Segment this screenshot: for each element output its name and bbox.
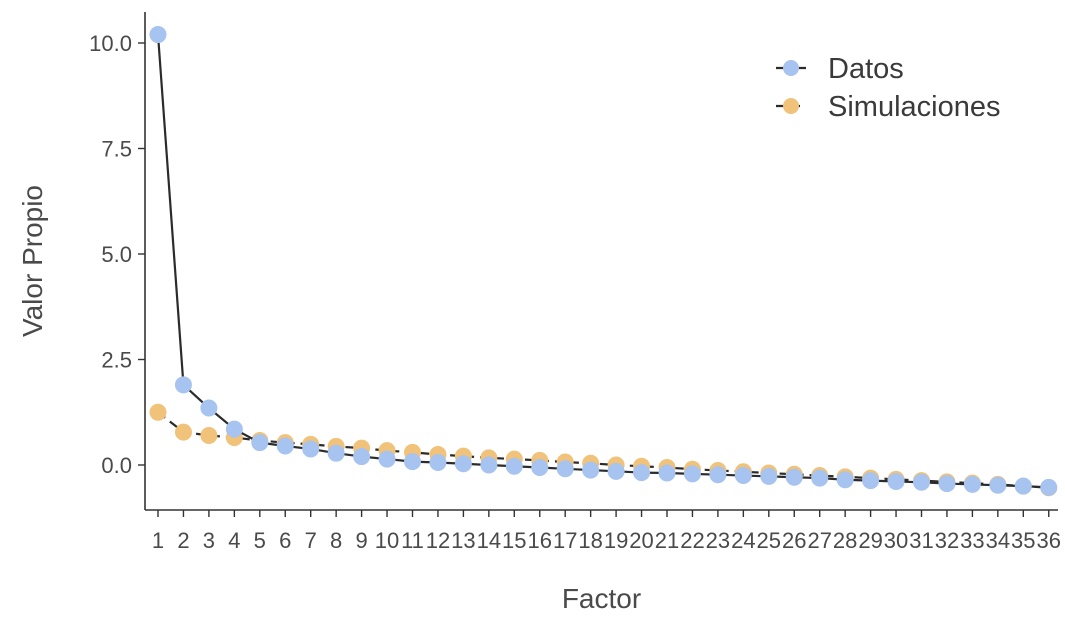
data-point xyxy=(785,468,803,486)
legend-marker xyxy=(783,98,799,114)
series-layer xyxy=(149,26,1058,497)
data-point xyxy=(353,448,371,466)
x-tick-label: 25 xyxy=(757,528,781,553)
x-tick-label: 1 xyxy=(152,528,164,553)
x-tick-label: 29 xyxy=(858,528,882,553)
x-tick-label: 23 xyxy=(706,528,730,553)
x-tick-label: 17 xyxy=(553,528,577,553)
data-point xyxy=(1014,477,1032,495)
x-tick-label: 19 xyxy=(604,528,628,553)
data-point xyxy=(913,473,930,491)
data-point xyxy=(174,376,192,394)
data-point xyxy=(404,453,421,471)
legend-item: Simulaciones xyxy=(776,91,1000,123)
legend-marker xyxy=(783,60,799,76)
x-tick-label: 35 xyxy=(1011,528,1035,553)
x-tick-label: 28 xyxy=(833,528,857,553)
data-point xyxy=(938,475,956,493)
x-tick-label: 32 xyxy=(935,528,959,553)
x-tick-label: 16 xyxy=(528,528,552,553)
x-tick-label: 18 xyxy=(578,528,602,553)
legend-label: Simulaciones xyxy=(828,91,1000,123)
data-point xyxy=(505,457,523,475)
data-point xyxy=(200,399,218,417)
x-tick-label: 6 xyxy=(279,528,291,553)
axes: 0.02.55.07.510.01 2 3 4 5 6 7 8 9 10 11 12 13 14 15 16 1… xyxy=(89,12,1061,553)
x-tick-label: 31 xyxy=(909,528,933,553)
y-tick-label: 7.5 xyxy=(101,137,132,162)
x-tick-label: 30 xyxy=(884,528,908,553)
x-tick-label: 27 xyxy=(807,528,831,553)
data-point xyxy=(989,476,1007,494)
x-tick-label: 10 xyxy=(375,528,399,553)
data-point xyxy=(276,437,294,455)
data-point xyxy=(887,472,905,490)
data-point xyxy=(658,464,676,482)
x-tick-label: 4 xyxy=(228,528,240,553)
x-tick-label: 3 xyxy=(203,528,215,553)
x-tick-label: 5 xyxy=(254,528,266,553)
data-point xyxy=(251,434,269,452)
x-tick-label: 11 xyxy=(401,528,424,553)
x-tick-label: 33 xyxy=(960,528,984,553)
data-point xyxy=(429,453,447,471)
data-point xyxy=(963,475,981,493)
data-point xyxy=(200,426,218,444)
y-tick-label: 5.0 xyxy=(101,242,132,267)
x-tick-label: 7 xyxy=(305,528,317,553)
data-point xyxy=(454,455,472,473)
data-point xyxy=(556,460,574,478)
data-point xyxy=(582,461,600,479)
legend-item: Datos xyxy=(776,53,904,85)
data-point xyxy=(378,450,396,468)
data-point xyxy=(760,467,778,485)
y-axis-title: Valor Propio xyxy=(17,185,48,337)
x-tick-label: 8 xyxy=(330,528,342,553)
x-tick-label: 14 xyxy=(477,528,501,553)
x-tick-label: 20 xyxy=(629,528,653,553)
data-point xyxy=(531,459,549,477)
x-tick-label: 24 xyxy=(731,528,755,553)
data-point xyxy=(811,469,829,487)
data-point xyxy=(862,472,880,490)
y-tick-label: 10.0 xyxy=(89,31,132,56)
data-point xyxy=(607,462,625,480)
x-tick-label: 2 xyxy=(177,528,189,553)
legend-label: Datos xyxy=(828,53,904,85)
x-tick-label: 15 xyxy=(502,528,526,553)
data-point xyxy=(836,471,854,489)
data-point xyxy=(149,403,167,421)
x-tick-label: 36 xyxy=(1037,528,1061,553)
data-point xyxy=(149,26,167,44)
data-point xyxy=(302,440,320,458)
legend: Datos Simulaciones xyxy=(776,53,1000,123)
series-datos xyxy=(149,26,1058,496)
x-tick-label: 34 xyxy=(986,528,1010,553)
data-point xyxy=(1040,478,1058,496)
x-tick-label: 9 xyxy=(355,528,367,553)
y-tick-label: 2.5 xyxy=(101,348,132,373)
data-point xyxy=(327,444,345,462)
x-tick-label: 21 xyxy=(655,528,679,553)
x-tick-label: 12 xyxy=(426,528,450,553)
x-tick-label: 22 xyxy=(680,528,704,553)
data-point xyxy=(734,467,752,485)
data-point xyxy=(709,466,727,484)
x-tick-label: 13 xyxy=(451,528,475,553)
data-point xyxy=(633,464,651,482)
data-point xyxy=(480,456,498,474)
data-point xyxy=(225,420,243,438)
data-point xyxy=(174,423,192,441)
x-tick-label: 26 xyxy=(782,528,806,553)
y-tick-label: 0.0 xyxy=(101,453,132,478)
data-point xyxy=(683,465,701,483)
x-axis-title: Factor xyxy=(562,583,641,614)
